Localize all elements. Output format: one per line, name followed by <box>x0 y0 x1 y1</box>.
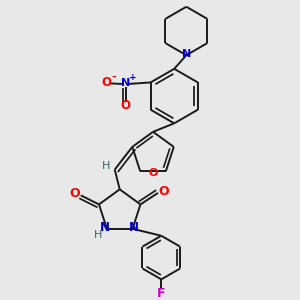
Text: H: H <box>101 161 110 171</box>
Text: F: F <box>157 287 166 300</box>
Text: O: O <box>121 99 131 112</box>
Text: O: O <box>148 168 158 178</box>
Text: O: O <box>158 185 169 198</box>
Text: O: O <box>102 76 112 89</box>
Text: N: N <box>129 221 140 234</box>
Text: +: + <box>129 73 136 82</box>
Text: -: - <box>111 72 116 82</box>
Text: N: N <box>182 49 191 59</box>
Text: O: O <box>69 187 80 200</box>
Text: H: H <box>94 230 102 240</box>
Text: N: N <box>100 221 110 234</box>
Text: N: N <box>121 78 130 88</box>
